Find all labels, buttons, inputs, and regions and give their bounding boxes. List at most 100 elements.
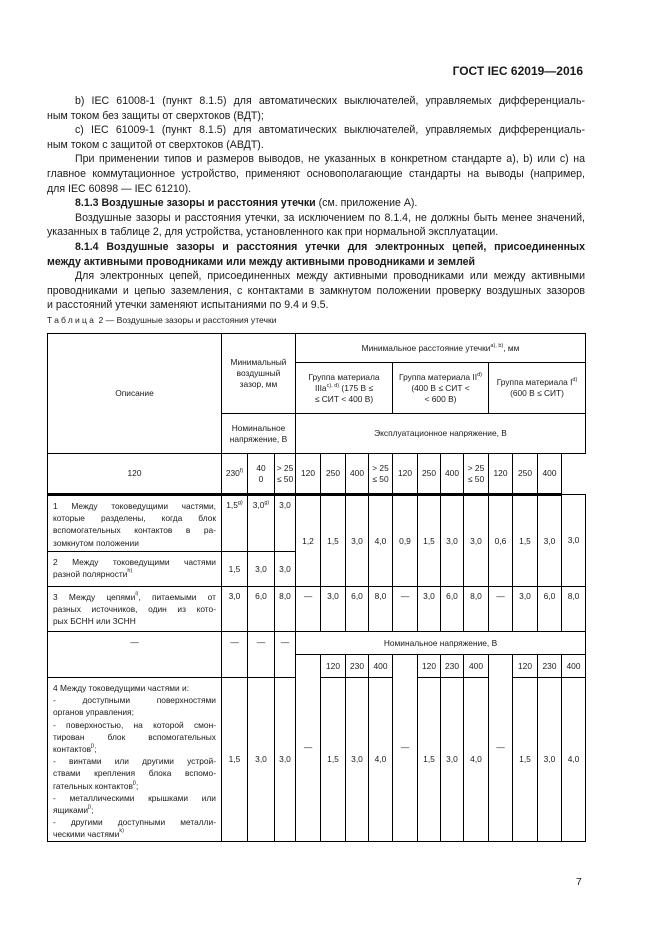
table-row: 3 Между цепямиi), питаемыми от разных ист… (47, 586, 587, 632)
text-line: для IEC 60898 — IEC 61210). (47, 182, 192, 195)
clearance-cell: — (221, 631, 248, 678)
header-cell: 400 (440, 453, 464, 496)
creepage-cell: 3,0 (537, 677, 562, 842)
table-row: 2 Между токоведущими частями разной поляр… (47, 551, 586, 587)
paragraph-b: b) IEC 61008-1 (пункт 8.1.5) для автомат… (47, 94, 585, 313)
creepage-cell: 6,0 (440, 586, 464, 632)
header-group-1: Группа материала Id) (600 В ≤ СИТ) (487, 362, 587, 414)
creepage-cell: 1,5 (417, 677, 441, 842)
text-line: указанных в таблице 2, для устройства, у… (47, 226, 499, 239)
header-cell: 400 (345, 453, 369, 496)
creepage-cell: — (295, 586, 321, 632)
header-cell: > 25 ≤ 50 (274, 453, 296, 496)
row-description: 3 Между цепямиi), питаемыми от разных ист… (47, 586, 222, 632)
clearance-cell: 8,0 (274, 586, 296, 632)
header-cell: 250 (320, 453, 346, 496)
clearance-cell: 3,0g) (247, 494, 275, 552)
clearance-cell: 3,0 (274, 677, 296, 842)
description-line: ящикамиj); (53, 804, 94, 816)
section-8-1-4-heading: между активными проводниками или между а… (47, 255, 476, 268)
creepage-cell: 6,0 (537, 586, 562, 632)
header-cell: 120 (392, 453, 418, 496)
header-min-creepage: Минимальное расстояние утечкиa), b), мм (294, 333, 587, 363)
text-line: ным током без защиты от сверхтоков (ВДТ)… (47, 109, 264, 122)
caption-text: 2 — Воздушные зазоры и расстояния утечки (96, 315, 277, 325)
creepage-cell: 0,9 (392, 494, 418, 587)
creepage-cell: 3,0 (345, 677, 369, 842)
clearance-cell: 3,0 (221, 586, 248, 632)
row-description: — (47, 631, 222, 678)
clearance-cell: 1,5g) (221, 494, 248, 552)
header-group-2: Группа материала IId) (400 В ≤ СИТ < < 600… (392, 362, 489, 414)
text-line: главное коммутационное устройство, приме… (47, 167, 585, 180)
description-line: ческими частямиk) (53, 828, 124, 840)
creepage-cell: 8,0 (368, 586, 393, 632)
creepage-cell: 1,5 (320, 677, 346, 842)
header-cell: 120 (47, 453, 222, 496)
voltage-cell: 120 (320, 654, 346, 678)
header-cell: 250 (512, 453, 538, 496)
creepage-cell: 1,5 (320, 494, 346, 587)
section-8-1-3-heading: 8.1.3 Воздушные зазоры и расстояния утеч… (47, 196, 585, 211)
description-line: органов управления; (53, 707, 134, 718)
creepage-cell: 3,0 (440, 494, 464, 587)
header-cell: 250 (417, 453, 441, 496)
creepage-cell: 3,0 (560, 494, 587, 587)
creepage-cell: 1,5 (417, 494, 441, 587)
creepage-cell: 1,2 (295, 494, 321, 587)
text-line: b) IEC 61008-1 (пункт 8.1.5) для автомат… (75, 95, 585, 107)
voltage-cell: 400 (368, 654, 393, 678)
creepage-cell: 6,0 (345, 586, 369, 632)
table-caption: Таблица 2 — Воздушные зазоры и расстояни… (47, 315, 277, 325)
header-cell: 230f) (221, 453, 248, 496)
table-row: 4 Между токоведущими частями и: - доступн… (47, 677, 587, 842)
description-line: - металлическими крышками или (53, 792, 216, 803)
creepage-cell: — (392, 654, 418, 842)
section-title: 8.1.3 Воздушные зазоры и расстояния утеч… (75, 197, 316, 210)
voltage-cell: 230 (440, 654, 464, 678)
clearance-cell: 1,5 (221, 677, 248, 842)
description-line: - винтами или другими устрой- (53, 756, 216, 767)
clearance-cell: — (247, 631, 275, 678)
text-line: проводниками и цепью заземления, с конта… (47, 284, 585, 297)
voltage-cell: 120 (417, 654, 441, 678)
header-working-voltage: Эксплуатационное напряжение, В (294, 413, 587, 454)
clearance-cell: 3,0 (274, 494, 296, 552)
header-cell: > 25 ≤ 50 (368, 453, 393, 496)
header-group-3a: Группа материала IIIac), d) (175 В ≤ ≤ СИТ… (295, 362, 393, 414)
text-line: и расстояний утечки заменяют испытаниями… (47, 299, 329, 312)
creepage-cell: 3,0 (345, 494, 369, 587)
creepage-cell: 4,0 (368, 677, 393, 842)
description-line: контактовj); (53, 743, 97, 755)
clearance-cell: 3,0 (247, 551, 275, 587)
text-line: Воздушные зазоры и расстояния утечки, за… (75, 211, 585, 224)
clearance-creepage-table: Описание Минимальный воздушный зазор, мм М… (47, 333, 587, 842)
nominal-voltage-label: Номинальное напряжение, В (294, 631, 587, 655)
creepage-cell: 8,0 (463, 586, 489, 632)
header-voltage-row: 120 230f) 40 0 > 25 ≤ 50 120 250 400 > 25 ≤… (47, 453, 586, 496)
voltage-cell: 120 (512, 654, 538, 678)
creepage-cell: — (488, 654, 513, 842)
description-line: гательных контактовj); (53, 779, 139, 791)
description-line: 4 Между токоведущими частями и: (53, 683, 190, 693)
description-line: ствами крепления блока вспомо- (53, 768, 216, 779)
creepage-cell: — (392, 586, 418, 632)
table-row: 1 Между токоведущими частями, которые раз… (47, 494, 587, 587)
creepage-cell: — (295, 654, 321, 842)
creepage-cell: 4,0 (368, 494, 393, 587)
clearance-cell: 6,0 (247, 586, 275, 632)
text-line: ным током с защитой от сверхтоков (АВДТ)… (47, 138, 264, 151)
header-description: Описание (47, 333, 222, 454)
creepage-cell: 4,0 (463, 677, 489, 842)
creepage-cell: 1,5 (512, 677, 538, 842)
section-ref: (см. приложение А). (315, 197, 418, 210)
header-cell: 120 (295, 453, 321, 496)
row-description: 2 Между токоведущими частями разной поляр… (47, 551, 222, 587)
document-id: ГОСТ IEC 62019—2016 (452, 64, 583, 78)
description-line: - другими доступными металли- (53, 817, 216, 828)
clearance-cell: 3,0 (274, 551, 296, 587)
header-cell: 120 (488, 453, 513, 496)
creepage-cell: 8,0 (560, 586, 587, 632)
creepage-cell: 3,0 (417, 586, 441, 632)
